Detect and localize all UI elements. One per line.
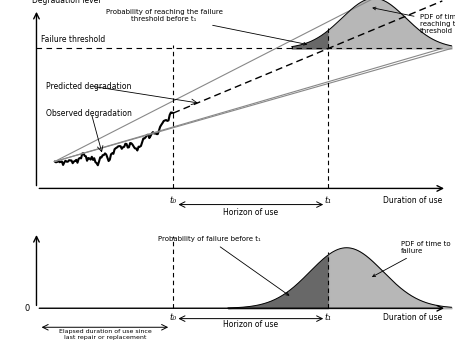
- Text: PDF of time before
reaching the failure
threshold: PDF of time before reaching the failure …: [372, 7, 455, 35]
- Text: Probability of reaching the failure
threshold before t₁: Probability of reaching the failure thre…: [106, 9, 306, 45]
- Text: Predicted degradation: Predicted degradation: [46, 82, 131, 91]
- Text: Failure threshold: Failure threshold: [41, 35, 105, 44]
- Text: PDF of time to
failure: PDF of time to failure: [372, 241, 450, 277]
- Text: Elapsed duration of use since
last repair or replacement: Elapsed duration of use since last repai…: [58, 329, 151, 340]
- Text: Horizon of use: Horizon of use: [223, 208, 278, 217]
- Text: Probability of failure before t₁: Probability of failure before t₁: [158, 236, 288, 295]
- Text: t₀: t₀: [169, 313, 177, 321]
- Text: t₀: t₀: [169, 195, 177, 205]
- Text: 0: 0: [24, 304, 30, 313]
- Text: Duration of use: Duration of use: [382, 195, 441, 205]
- Text: Duration of use: Duration of use: [382, 313, 441, 321]
- Text: Horizon of use: Horizon of use: [223, 320, 278, 329]
- Text: Observed degradation: Observed degradation: [46, 109, 131, 117]
- Text: Degradation level: Degradation level: [32, 0, 100, 5]
- Text: t₁: t₁: [324, 195, 331, 205]
- Text: t₁: t₁: [324, 313, 331, 321]
